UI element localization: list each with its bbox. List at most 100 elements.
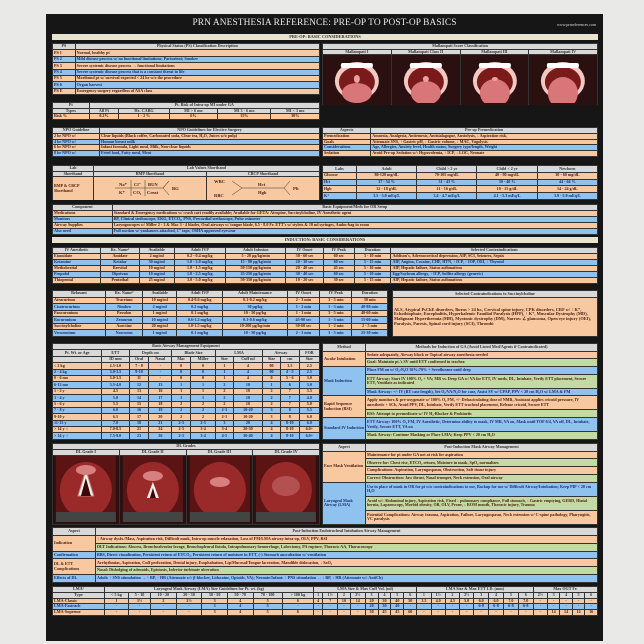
cell: Avoid Pre-op Sedation w/: Hypovolemia, ↑… [370, 150, 598, 157]
cell: 3.5 - 5.0 mEq/L [355, 192, 418, 200]
cell: 30% [270, 113, 320, 120]
cell: 30-40 [232, 432, 264, 440]
cell: 2 [262, 400, 281, 408]
table-row: K⁺ 3.5 - 5.0 mEq/L 3.4 - 4.7 mEq/L 4.1 - 5.… [322, 192, 598, 200]
cell: 25 mg/ml [138, 277, 175, 284]
cell: AIP, Hepatic failure, Status asthmaticus [390, 277, 598, 284]
cell: 5 [252, 609, 283, 616]
cell: Fried food, Fatty meal, Meat [99, 150, 320, 157]
table-row: 8 hr NPO w/Fried food, Fatty meal, Meat [52, 150, 320, 157]
table-row: < 2 kg 2.5-3.0 7 - 8-0 0 1 4 00 3.5 2.5 [52, 362, 320, 370]
relaxants-table: Relaxant Rx. Name² Available Adult IVP Adult… [52, 290, 388, 337]
row-label: Laryngeal Mask Airway (LMA) [322, 481, 366, 525]
labs-grid: Labs Adult Child > 2 yr Child < 2 yr Newborn… [322, 165, 598, 200]
cell: 4 [262, 426, 281, 434]
column-header: Aspects [322, 127, 372, 134]
group-header-row: Pt. Wt. or Age ETT Depth cm Blade Size LMA Ai… [52, 349, 320, 357]
cell: 2-3 [171, 432, 192, 440]
equipment-table: Component Basic Equipment/Meds for OR Set… [52, 204, 598, 235]
cell: Full suction w/ yankauers attached, 1" t… [111, 228, 598, 235]
cell: ↑ Airway dysfx./Mass, Aspiration risk, D… [95, 534, 598, 544]
lab-shorthand-table: Lab Lab Values Shorthand Shorthand BMP Shor… [52, 165, 320, 200]
header-row: Aspect Post-Induction Mask Airway Managem… [322, 443, 598, 452]
methods-grid: Method Methods for Induction of GA (Avoid… [322, 343, 598, 440]
iv-anesthetics-table: IV Anesthetic Rx. Name² Available Adult IVP… [52, 247, 598, 284]
cell: 4 [226, 609, 254, 616]
cell: DLT Indications: Abscess, Bronchoalveola… [95, 542, 598, 552]
column-header: Labs [322, 165, 357, 173]
bg-label: BG [172, 186, 179, 191]
cell: 15% [217, 113, 272, 120]
cell: 00 [262, 368, 281, 376]
table-row: Awake Intubation Sedate adequately, Airwa… [322, 350, 598, 368]
header-row: Selected Contraindications to Succinylch… [392, 290, 598, 298]
cell: 4 [262, 419, 281, 428]
header-row: Method Methods for Induction of GA (Avoid… [322, 343, 598, 352]
column-header: Pre-op Premedication [370, 127, 598, 134]
cell: - [488, 609, 504, 616]
larynx-view-illustration [55, 456, 116, 523]
preop-banner: PRE-OP: BASIC CONSIDERATIONS [52, 34, 598, 40]
ps-grid: PS Physical Status (PS) Classification De… [52, 43, 320, 95]
cell: - [127, 609, 152, 616]
cell: 30 - 60 mg/dL [536, 171, 598, 180]
column-header: < 5 kg [103, 591, 130, 599]
lab-values-table: Labs Adult Child > 2 yr Child < 2 yr Newborn… [322, 165, 598, 200]
website-url: www.prnreferences.com [556, 22, 596, 27]
column-header: Child < 2 yr [476, 165, 538, 173]
table-title: Basic Airway Management Equipment [52, 343, 320, 351]
cell: 2.5-3.0 [101, 362, 130, 370]
cell: 3.4 - 4.7 mEq/L [416, 192, 478, 200]
cell: 3.0 [298, 374, 320, 383]
cell: 0.1 mg/kg [176, 329, 224, 337]
cell: 4-5 [214, 432, 234, 440]
header-row: Labs Adult Child > 2 yr Child < 2 yr Newborn [322, 165, 598, 173]
cell: 4 [232, 374, 264, 383]
table-row: PS E Emergency surgery regardless of ASA … [52, 87, 320, 95]
cl-label: Cl⁻ [134, 182, 142, 187]
cell: 3.0 - 5.0 mg/kg [173, 277, 227, 284]
cell: 5.0 [298, 400, 320, 408]
cell: 1 - 2 % [118, 113, 170, 120]
column-header: 5 [571, 591, 586, 599]
cell: 6 [281, 609, 315, 616]
cell: 6.0 [101, 406, 130, 415]
cell: RSI: Attempt to premedicate w/ IV H₂-Blo… [365, 409, 598, 419]
premed-grid: Aspects Pre-op Premedication Premedication… [322, 127, 598, 157]
cell: 12 - 18 g/dL [355, 185, 418, 194]
cell: 4 [232, 368, 264, 376]
column-header: 6 [584, 591, 598, 599]
cell: Arrhythmias, Aspiration, Cuff perforatio… [95, 558, 598, 568]
cell: - [416, 609, 432, 616]
npo-grid: NPO Guideline NPO Guidelines for Elective… [52, 127, 320, 157]
cell: 6.0 [298, 419, 320, 428]
table-row: 2 - 4 kg 3.0-3.5 9-10-0 0 1 4 00 4 - 5 2.5 [52, 368, 320, 376]
cell: 3 - 5 min [319, 329, 353, 337]
cell: Clear liquids (Black coffee, Carbonated … [99, 132, 320, 140]
cell: 3 [201, 609, 228, 616]
cell: - [103, 609, 130, 616]
table-row: 3 - 4 y 5.0 14 17 1 1 2 10 2 7 4.0 [52, 394, 320, 402]
cell: 45 [390, 609, 405, 616]
cell: 2-3 [171, 419, 192, 428]
table-row: Mask Induction Place FM on w/ O₂:N₂O 30%:… [322, 366, 598, 397]
row-label: 4 hr NPO w/ [52, 138, 101, 146]
cell: 3.0-3.5 [101, 374, 130, 383]
table-row: Standard IV Induction ETT Airway: 100% O₂… [322, 417, 598, 440]
dl-grade-image-4 [252, 455, 320, 525]
post-grid: Aspect Post-Induction Mask Airway Managem… [322, 443, 598, 525]
airway-grid: Basic Airway Management Equipment Pt. Wt.… [52, 343, 320, 440]
row-label: Indication [52, 534, 96, 552]
table-row: Sedation Avoid Pre-op Sedation w/: Hypovo… [322, 150, 598, 157]
cell: 7.0 [101, 419, 130, 428]
hct-label: Hct [258, 182, 266, 187]
cell: 4 [313, 597, 324, 605]
larynx-view-illustration [256, 456, 317, 523]
cell: Mask Airway: +/- IV (RT case length), Se… [365, 387, 598, 397]
class-row: Mallampati I Mallampati Class II Mallampat… [322, 48, 598, 56]
cell: 23 [128, 432, 150, 440]
cell: - [532, 609, 548, 616]
cell: 21 [128, 426, 150, 434]
column-header: Size [262, 355, 281, 364]
table-row: Potential Complications: Airway trauma, … [323, 509, 598, 525]
